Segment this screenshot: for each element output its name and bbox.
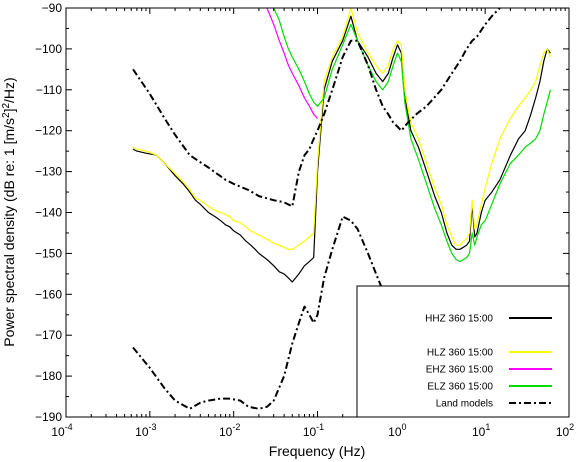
x-tick-label: 100 — [388, 422, 406, 439]
y-axis-label: Power spectral density (dB re: 1 [m/s2]2… — [1, 77, 17, 346]
y-tick-label: −150 — [35, 246, 62, 260]
y-tick-label: −120 — [35, 124, 62, 138]
y-tick-label: −180 — [35, 369, 62, 383]
x-tick-label: 10-3 — [135, 422, 156, 439]
y-tick-label: −100 — [35, 42, 62, 56]
legend-label: EHZ 360 15:00 — [426, 365, 494, 376]
y-tick-label: −90 — [42, 1, 63, 15]
series-line-hlz-360-15-00 — [132, 7, 551, 250]
x-axis-ticks: 10-4 10-3 10-2 10-1 100 101 102 — [51, 8, 574, 439]
legend: HHZ 360 15:00 HLZ 360 15:00 EHZ 360 15:00 E… — [356, 285, 570, 418]
y-tick-label: −190 — [35, 410, 62, 424]
y-tick-label: −140 — [35, 206, 62, 220]
y-tick-label: −160 — [35, 287, 62, 301]
series-line-land-models-1 — [132, 7, 501, 208]
x-tick-label: 10-1 — [303, 422, 324, 439]
legend-label: Land models — [436, 399, 493, 410]
legend-label: ELZ 360 15:00 — [427, 382, 493, 393]
x-tick-label: 10-2 — [219, 422, 240, 439]
plot-lines — [132, 7, 551, 410]
x-axis-label: Frequency (Hz) — [269, 443, 365, 459]
legend-label: HLZ 360 15:00 — [427, 348, 494, 359]
series-line-hhz-360-15-00 — [132, 15, 551, 283]
x-tick-label: 101 — [472, 422, 490, 439]
x-tick-label: 102 — [556, 422, 574, 439]
series-line-elz-360-15-00 — [273, 7, 551, 263]
series-line-land-models-2 — [132, 215, 390, 410]
y-tick-label: −130 — [35, 165, 62, 179]
legend-label: HHZ 360 15:00 — [425, 314, 493, 325]
series-line-ehz-360-15-00 — [266, 7, 318, 119]
y-tick-label: −170 — [35, 328, 62, 342]
x-tick-label: 10-4 — [51, 422, 72, 439]
y-tick-label: −110 — [36, 83, 62, 97]
